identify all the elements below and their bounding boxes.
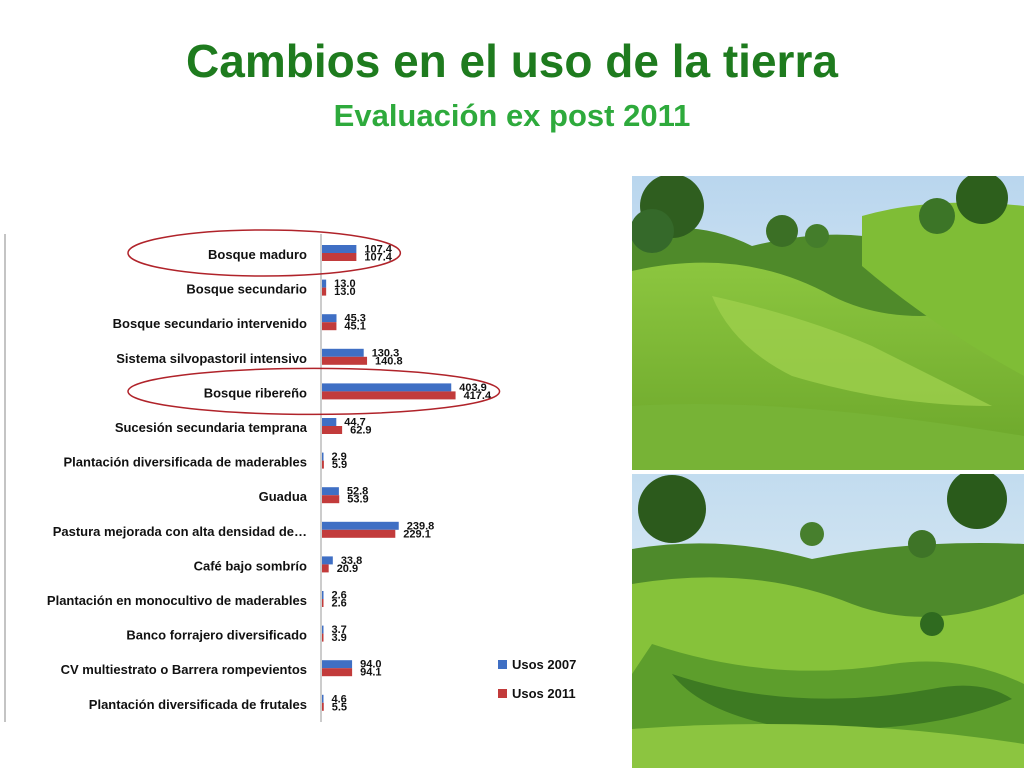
category-label-plantacion-en-monocultivo-de-maderables: Plantación en monocultivo de maderables: [47, 593, 307, 608]
bar-usos-2007-plantacion-diversificada-de-maderables: [322, 452, 324, 461]
data-label-usos-2007-cafe-bajo-sombrio: 33.8: [341, 555, 362, 567]
bar-usos-2007-sistema-silvopastoril-intensivo: [322, 348, 364, 357]
bar-usos-2011-cafe-bajo-sombrio: [322, 564, 329, 573]
category-label-cv-multiestrato-o-barrera-rompevientos: CV multiestrato o Barrera rompevientos: [61, 662, 307, 677]
bar-usos-2007-plantacion-diversificada-de-frutales: [322, 694, 324, 703]
data-label-usos-2011-bosque-maduro: 107.4: [364, 252, 392, 264]
data-label-usos-2007-cv-multiestrato-o-barrera-rompevientos: 94.0: [360, 659, 381, 671]
data-label-usos-2011-bosque-ribereno: 417.4: [464, 390, 492, 402]
bar-usos-2011-bosque-secundario-intervenido: [322, 322, 337, 331]
bar-usos-2011-bosque-ribereno: [322, 391, 456, 400]
data-label-usos-2011-plantacion-en-monocultivo-de-maderables: 2.6: [332, 598, 347, 610]
legend-label-usos-2011: Usos 2011: [512, 686, 576, 701]
bar-usos-2011-sistema-silvopastoril-intensivo: [322, 356, 368, 365]
data-label-usos-2007-banco-forrajero-diversificado: 3.7: [332, 624, 347, 636]
category-label-cafe-bajo-sombrio: Café bajo sombrío: [194, 558, 307, 573]
bar-usos-2011-guadua: [322, 495, 340, 504]
data-label-usos-2007-guadua: 52.8: [347, 486, 368, 498]
data-label-usos-2007-plantacion-diversificada-de-maderables: 2.9: [332, 451, 347, 463]
bar-usos-2007-bosque-maduro: [322, 245, 357, 253]
data-label-usos-2011-bosque-secundario: 13.0: [334, 286, 355, 298]
data-label-usos-2007-bosque-secundario: 13.0: [334, 278, 355, 290]
bar-usos-2007-cafe-bajo-sombrio: [322, 556, 333, 565]
landscape-photo-icon: [632, 176, 1024, 470]
bar-usos-2011-pastura-mejorada-con-alta-densidad-de: [322, 529, 396, 538]
highlight-ellipse-bosque-ribereno: [127, 367, 501, 416]
data-label-usos-2007-bosque-maduro: 107.4: [364, 244, 392, 256]
bar-usos-2011-bosque-maduro: [322, 253, 357, 261]
category-label-group: Bosque maduro Bosque secundario Bosque sec…: [47, 247, 308, 712]
data-label-usos-2011-plantacion-diversificada-de-frutales: 5.5: [332, 701, 347, 713]
data-label-usos-2007-sistema-silvopastoril-intensivo: 130.3: [372, 347, 400, 359]
bar-group: [322, 245, 456, 711]
data-label-usos-2011-cv-multiestrato-o-barrera-rompevientos: 94.1: [360, 667, 381, 679]
category-label-guadua: Guadua: [259, 489, 308, 504]
bar-usos-2007-bosque-secundario-intervenido: [322, 314, 337, 323]
slide-subtitle: Evaluación ex post 2011: [333, 98, 691, 133]
bar-usos-2011-cv-multiestrato-o-barrera-rompevientos: [322, 668, 353, 677]
data-label-usos-2007-plantacion-diversificada-de-frutales: 4.6: [332, 693, 347, 705]
data-label-usos-2011-guadua: 53.9: [347, 494, 368, 506]
bar-usos-2007-bosque-secundario: [322, 279, 327, 288]
photo-riparian-forest-after: [632, 474, 1024, 768]
data-label-usos-2011-sucesion-secundaria-temprana: 62.9: [350, 425, 371, 437]
data-label-usos-2007-pastura-mejorada-con-alta-densidad-de: 239.8: [407, 520, 435, 532]
data-label-usos-2011-cafe-bajo-sombrio: 20.9: [337, 563, 358, 575]
photo-riparian-forest-before: [632, 176, 1024, 470]
data-label-usos-2007-plantacion-en-monocultivo-de-maderables: 2.6: [332, 590, 347, 602]
data-label-usos-2007-sucesion-secundaria-temprana: 44.7: [344, 417, 365, 429]
highlight-ellipse-bosque-maduro: [127, 229, 402, 277]
bar-usos-2007-bosque-ribereno: [322, 383, 452, 392]
bar-usos-2007-banco-forrajero-diversificado: [322, 625, 324, 634]
data-label-usos-2011-plantacion-diversificada-de-maderables: 5.9: [332, 459, 347, 471]
bar-usos-2011-plantacion-diversificada-de-maderables: [322, 460, 324, 469]
bar-usos-2007-sucesion-secundaria-temprana: [322, 418, 337, 426]
category-label-bosque-maduro: Bosque maduro: [208, 247, 307, 262]
bar-usos-2007-guadua: [322, 487, 339, 496]
data-label-usos-2007-bosque-secundario-intervenido: 45.3: [344, 313, 365, 325]
bar-usos-2011-sucesion-secundaria-temprana: [322, 426, 343, 434]
category-label-bosque-ribereno: Bosque ribereño: [204, 385, 307, 400]
chart-legend: Usos 2007 Usos 2011: [498, 657, 576, 701]
data-label-usos-2011-banco-forrajero-diversificado: 3.9: [332, 632, 347, 644]
category-label-pastura-mejorada-con-alta-densidad-de: Pastura mejorada con alta densidad de…: [53, 524, 307, 539]
legend-swatch-usos-2011: [498, 689, 507, 698]
bar-usos-2011-plantacion-diversificada-de-frutales: [322, 702, 324, 711]
legend-swatch-usos-2007: [498, 660, 507, 669]
data-label-usos-2011-bosque-secundario-intervenido: 45.1: [344, 321, 365, 333]
category-label-bosque-secundario: Bosque secundario: [186, 282, 307, 297]
bar-usos-2011-banco-forrajero-diversificado: [322, 633, 324, 642]
bar-usos-2007-plantacion-en-monocultivo-de-maderables: [322, 591, 324, 599]
bar-usos-2011-plantacion-en-monocultivo-de-maderables: [322, 599, 324, 607]
category-label-plantacion-diversificada-de-frutales: Plantación diversificada de frutales: [89, 697, 307, 712]
bar-usos-2007-cv-multiestrato-o-barrera-rompevientos: [322, 660, 353, 669]
category-label-banco-forrajero-diversificado: Banco forrajero diversificado: [126, 628, 307, 643]
bar-usos-2011-bosque-secundario: [322, 287, 327, 296]
land-use-bar-chart: Bosque maduro Bosque secundario Bosque sec…: [4, 229, 576, 722]
highlight-group: [127, 229, 501, 416]
category-label-bosque-secundario-intervenido: Bosque secundario intervenido: [113, 316, 307, 331]
data-label-usos-2011-sistema-silvopastoril-intensivo: 140.8: [375, 355, 403, 367]
data-label-usos-2011-pastura-mejorada-con-alta-densidad-de: 229.1: [403, 528, 431, 540]
slide-title: Cambios en el uso de la tierra: [186, 35, 838, 87]
legend-label-usos-2007: Usos 2007: [512, 657, 576, 672]
landscape-photo-icon: [632, 474, 1024, 768]
category-label-sistema-silvopastoril-intensivo: Sistema silvopastoril intensivo: [116, 351, 307, 366]
category-label-plantacion-diversificada-de-maderables: Plantación diversificada de maderables: [64, 455, 308, 470]
data-label-usos-2007-bosque-ribereno: 403.9: [459, 382, 487, 394]
bar-usos-2007-pastura-mejorada-con-alta-densidad-de: [322, 521, 399, 530]
category-label-sucesion-secundaria-temprana: Sucesión secundaria temprana: [115, 420, 308, 435]
